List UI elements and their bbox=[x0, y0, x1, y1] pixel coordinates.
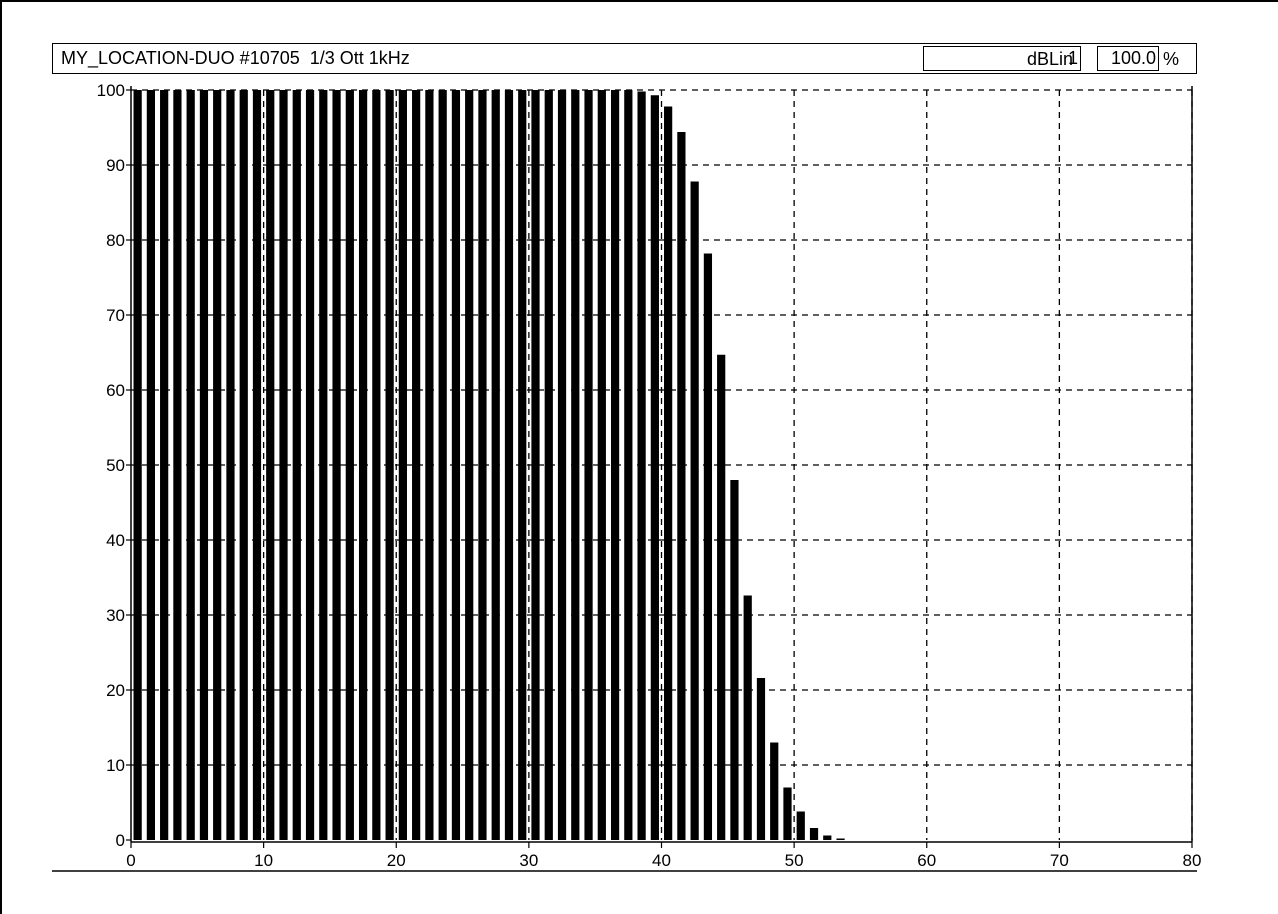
bar bbox=[133, 90, 142, 840]
bar bbox=[783, 787, 792, 840]
bar bbox=[332, 90, 341, 840]
y-tick-label: 40 bbox=[106, 531, 125, 550]
bar bbox=[597, 90, 606, 840]
bar bbox=[809, 828, 819, 840]
y-tick-label: 70 bbox=[106, 306, 125, 325]
bar bbox=[518, 90, 527, 840]
chart-header: MY_LOCATION-DUO #10705 1/3 Ott 1kHz 1 dB… bbox=[52, 43, 1197, 74]
x-tick-label: 50 bbox=[785, 851, 804, 870]
bar bbox=[465, 90, 474, 840]
y-tick-label: 10 bbox=[106, 756, 125, 775]
bar bbox=[796, 811, 805, 840]
bar bbox=[266, 90, 275, 840]
x-tick-label: 10 bbox=[254, 851, 273, 870]
scale-label: dBLin bbox=[1027, 49, 1074, 69]
bar bbox=[730, 480, 739, 840]
x-tick-label: 80 bbox=[1183, 851, 1202, 870]
y-tick-label: 100 bbox=[97, 81, 125, 100]
y-tick-label: 80 bbox=[106, 231, 125, 250]
bar bbox=[756, 678, 766, 840]
bar bbox=[823, 835, 832, 840]
bar bbox=[213, 90, 222, 840]
y-tick-label: 30 bbox=[106, 606, 125, 625]
x-tick-label: 70 bbox=[1050, 851, 1069, 870]
y-tick-label: 60 bbox=[106, 381, 125, 400]
y-tick-label: 50 bbox=[106, 456, 125, 475]
bar bbox=[717, 354, 726, 840]
bar bbox=[637, 91, 646, 840]
percent-sign: % bbox=[1163, 49, 1180, 69]
x-tick-label: 40 bbox=[652, 851, 671, 870]
chart-title: MY_LOCATION-DUO #10705 1/3 Ott 1kHz bbox=[61, 48, 410, 68]
x-tick-label: 0 bbox=[126, 851, 135, 870]
bar bbox=[544, 90, 553, 840]
bar bbox=[584, 90, 593, 840]
bar bbox=[531, 90, 540, 840]
bar bbox=[664, 106, 673, 840]
percent-field[interactable]: 100.0 bbox=[1097, 46, 1159, 71]
x-tick-label: 30 bbox=[519, 851, 538, 870]
bar bbox=[478, 90, 487, 840]
bar bbox=[412, 90, 421, 840]
bar bbox=[398, 90, 407, 840]
bar bbox=[279, 90, 288, 840]
x-tick-label: 60 bbox=[917, 851, 936, 870]
bar bbox=[345, 90, 354, 840]
y-tick-label: 90 bbox=[106, 156, 125, 175]
x-tick-label: 20 bbox=[387, 851, 406, 870]
bar bbox=[703, 253, 713, 840]
resolution-field[interactable]: 1 bbox=[923, 46, 1081, 71]
bar bbox=[770, 742, 779, 840]
bar bbox=[836, 838, 845, 840]
y-tick-label: 0 bbox=[116, 831, 125, 850]
y-tick-label: 20 bbox=[106, 681, 125, 700]
bar bbox=[146, 90, 155, 840]
bar bbox=[690, 181, 699, 840]
bar bbox=[677, 132, 686, 840]
bar bbox=[199, 90, 209, 840]
bar bbox=[743, 595, 752, 840]
bar bbox=[650, 95, 659, 840]
